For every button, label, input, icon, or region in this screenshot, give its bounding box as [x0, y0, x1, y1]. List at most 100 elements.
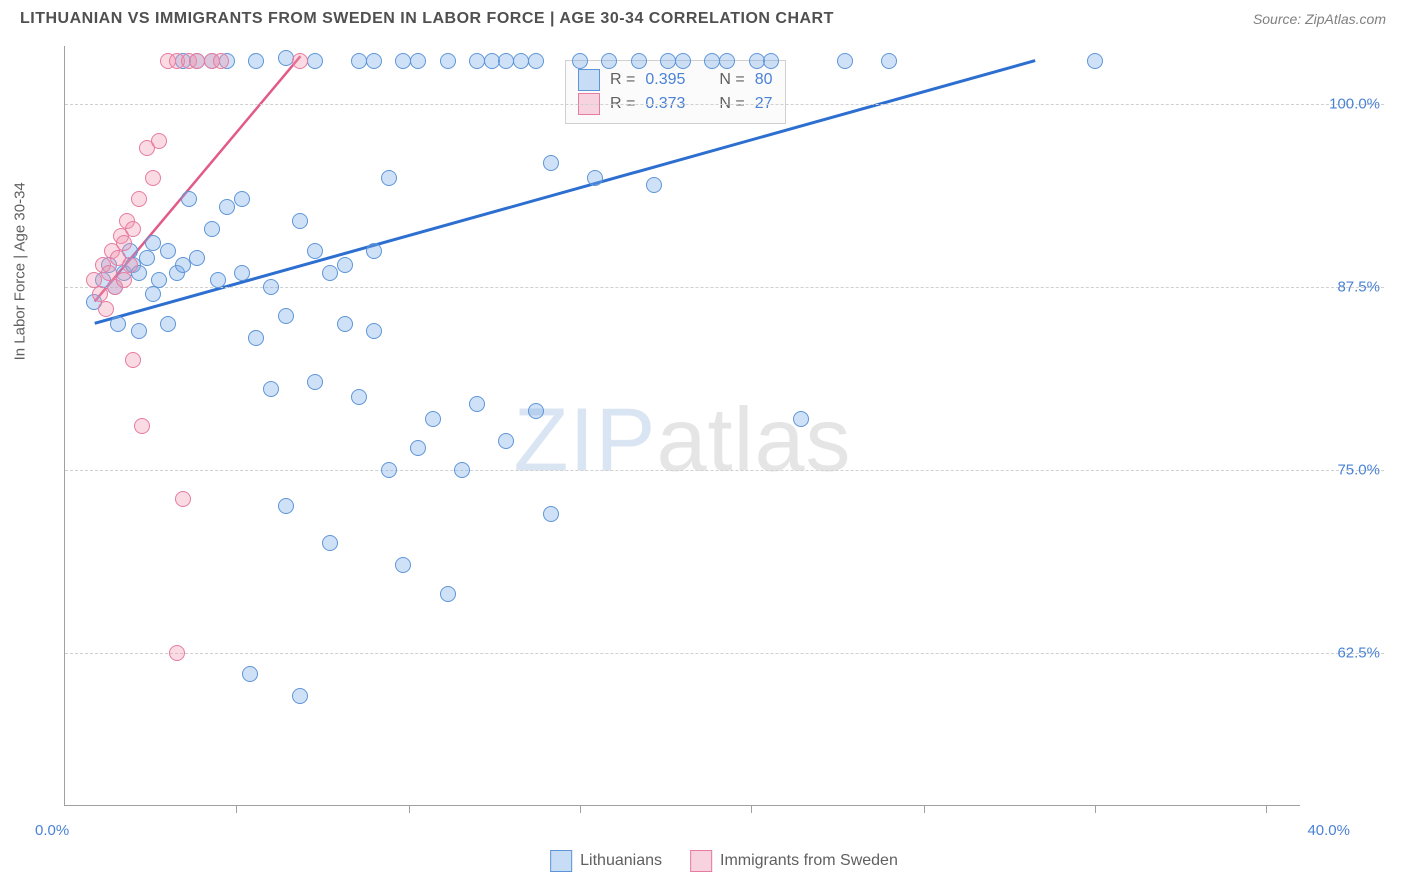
legend-item: Immigrants from Sweden: [690, 850, 898, 872]
data-point: [528, 403, 544, 419]
y-tick-label: 75.0%: [1337, 461, 1380, 478]
gridline: [65, 104, 1384, 105]
data-point: [110, 316, 126, 332]
data-point: [263, 381, 279, 397]
x-max-label: 40.0%: [1307, 822, 1350, 839]
data-point: [116, 272, 132, 288]
legend-r-value: 0.395: [645, 71, 685, 89]
data-point: [881, 53, 897, 69]
data-point: [322, 265, 338, 281]
data-point: [351, 53, 367, 69]
data-point: [175, 257, 191, 273]
watermark-part2: atlas: [656, 390, 851, 490]
legend-swatch: [578, 69, 600, 91]
data-point: [122, 257, 138, 273]
data-point: [204, 221, 220, 237]
x-tick: [409, 805, 410, 813]
y-axis-label: In Labor Force | Age 30-34: [12, 182, 29, 360]
data-point: [248, 53, 264, 69]
data-point: [631, 53, 647, 69]
data-point: [145, 235, 161, 251]
data-point: [125, 352, 141, 368]
x-min-label: 0.0%: [35, 822, 69, 839]
data-point: [469, 53, 485, 69]
data-point: [484, 53, 500, 69]
data-point: [131, 323, 147, 339]
data-point: [248, 330, 264, 346]
y-tick-label: 100.0%: [1329, 96, 1380, 113]
legend-swatch: [690, 850, 712, 872]
data-point: [498, 53, 514, 69]
data-point: [151, 133, 167, 149]
data-point: [145, 170, 161, 186]
legend-series-name: Lithuanians: [580, 852, 662, 870]
data-point: [181, 191, 197, 207]
trend-lines-svg: [65, 46, 1300, 805]
legend-n-label: N =: [719, 71, 744, 89]
data-point: [704, 53, 720, 69]
data-point: [160, 316, 176, 332]
data-point: [307, 53, 323, 69]
series-legend: Lithuanians Immigrants from Sweden: [550, 850, 898, 872]
data-point: [395, 557, 411, 573]
data-point: [381, 462, 397, 478]
data-point: [528, 53, 544, 69]
x-tick: [751, 805, 752, 813]
x-tick: [580, 805, 581, 813]
gridline: [65, 653, 1384, 654]
data-point: [601, 53, 617, 69]
data-point: [351, 389, 367, 405]
data-point: [278, 308, 294, 324]
data-point: [719, 53, 735, 69]
data-point: [210, 272, 226, 288]
data-point: [92, 286, 108, 302]
data-point: [440, 53, 456, 69]
data-point: [763, 53, 779, 69]
data-point: [242, 666, 258, 682]
legend-series-name: Immigrants from Sweden: [720, 852, 898, 870]
legend-swatch: [550, 850, 572, 872]
correlation-legend: R =0.395N =80R =0.373N =27: [565, 60, 786, 124]
data-point: [1087, 53, 1103, 69]
data-point: [169, 645, 185, 661]
data-point: [337, 316, 353, 332]
data-point: [543, 506, 559, 522]
data-point: [469, 396, 485, 412]
data-point: [292, 688, 308, 704]
data-point: [440, 586, 456, 602]
data-point: [793, 411, 809, 427]
x-tick: [1266, 805, 1267, 813]
data-point: [454, 462, 470, 478]
data-point: [307, 374, 323, 390]
data-point: [145, 286, 161, 302]
x-tick: [1095, 805, 1096, 813]
data-point: [425, 411, 441, 427]
data-point: [660, 53, 676, 69]
legend-r-label: R =: [610, 71, 635, 89]
data-point: [116, 235, 132, 251]
data-point: [366, 323, 382, 339]
data-point: [395, 53, 411, 69]
data-point: [410, 53, 426, 69]
data-point: [213, 53, 229, 69]
chart-source: Source: ZipAtlas.com: [1253, 11, 1386, 27]
y-tick-label: 62.5%: [1337, 644, 1380, 661]
data-point: [278, 50, 294, 66]
gridline: [65, 470, 1384, 471]
chart-title: LITHUANIAN VS IMMIGRANTS FROM SWEDEN IN …: [20, 10, 834, 28]
data-point: [337, 257, 353, 273]
data-point: [410, 440, 426, 456]
data-point: [278, 498, 294, 514]
legend-item: Lithuanians: [550, 850, 662, 872]
data-point: [234, 191, 250, 207]
watermark: ZIPatlas: [513, 389, 851, 492]
data-point: [646, 177, 662, 193]
data-point: [366, 53, 382, 69]
data-point: [125, 221, 141, 237]
data-point: [572, 53, 588, 69]
data-point: [189, 250, 205, 266]
data-point: [292, 53, 308, 69]
data-point: [381, 170, 397, 186]
data-point: [543, 155, 559, 171]
data-point: [292, 213, 308, 229]
